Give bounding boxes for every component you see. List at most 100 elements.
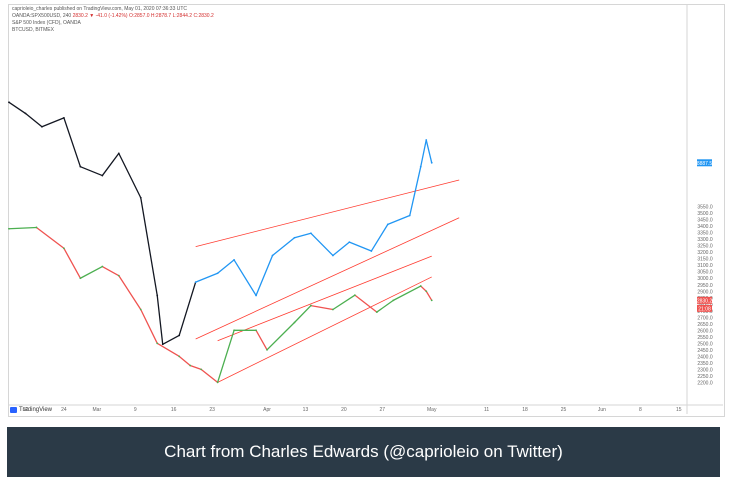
x-tick-label: 11 (484, 407, 489, 413)
x-tick-label: May (427, 407, 437, 413)
btc-point (332, 254, 334, 257)
spx-segment (425, 290, 433, 301)
spx-segment (178, 355, 191, 367)
spx-point (8, 227, 10, 230)
btc-segment (178, 281, 197, 337)
spx-segment (63, 247, 82, 279)
spx-point (332, 308, 334, 311)
x-tick-label: 27 (380, 407, 386, 413)
btc-point (310, 232, 312, 235)
price-badges: 8887.5 2830.2 21:08 (697, 159, 713, 312)
y-tick-label-spx: 2350.0 (697, 361, 713, 367)
x-tick-label: 24 (61, 407, 67, 413)
btc-last-price-text: 8887.5 (697, 161, 713, 167)
x-tick-label: 16 (171, 407, 177, 413)
y-tick-label-spx: 3400.0 (697, 224, 713, 230)
btc-segment (195, 272, 219, 283)
spx-countdown-bg (697, 304, 712, 312)
y-tick-label-spx: 2550.0 (697, 335, 713, 341)
y-tick-label-spx: 2500.0 (697, 341, 713, 347)
caption-banner: Chart from Charles Edwards (@caprioleio … (7, 427, 720, 477)
x-tick-label: 15 (676, 407, 682, 413)
axes (9, 5, 723, 414)
spx-point (353, 294, 356, 297)
btc-point (255, 294, 257, 297)
x-tick-label: Apr (263, 407, 271, 413)
watermark-label: TradingView (19, 407, 53, 413)
btc-segment (216, 259, 235, 274)
spx-point (178, 355, 181, 358)
y-tick-label-spx: 2650.0 (697, 322, 713, 328)
spx-segment (266, 321, 296, 351)
spx-point (139, 308, 142, 311)
y-tick-label-spx: 3250.0 (697, 244, 713, 250)
spx-point (200, 368, 203, 371)
btc-segment (41, 117, 65, 128)
spx-segment (216, 329, 235, 384)
spx-segment (293, 304, 312, 324)
spx-segment (156, 342, 180, 358)
btc-point (24, 112, 27, 115)
spx-segment (392, 285, 422, 302)
spx-last-price-text: 2830.2 (697, 298, 713, 304)
spx-point (63, 247, 65, 250)
spx-point (266, 348, 268, 351)
spx-countdown-text: 21:08 (698, 306, 711, 312)
spx-point (35, 226, 38, 229)
spx-point (101, 265, 104, 268)
btc-point (156, 294, 159, 297)
y-tick-label-spx: 2200.0 (697, 380, 713, 386)
btc-segment (255, 254, 274, 297)
btc-segment (101, 152, 120, 177)
spx-last-price-bg (697, 296, 712, 304)
x-tick-label: Mar (93, 407, 102, 413)
chart-panel (8, 4, 725, 417)
y-tick-label-spx: 2700.0 (697, 315, 713, 321)
spx-point (79, 277, 82, 280)
y-tick-label-spx: 2900.0 (697, 289, 713, 295)
spx-segment (255, 329, 268, 351)
spx-segment (8, 226, 38, 230)
btc-point (216, 272, 219, 275)
trendline (217, 276, 432, 383)
spx-point (419, 285, 422, 287)
btc-point (139, 196, 142, 199)
y-tick-label-spx: 3100.0 (697, 263, 713, 269)
ohlc-values: 2830.2 ▼ -41.0 (-1.42%) O:2857.0 H:2878.… (72, 13, 214, 19)
series-legend-spx[interactable]: S&P 500 Index (CFD), OANDA (12, 20, 81, 26)
x-tick-label: 8 (639, 407, 642, 413)
btc-segment (140, 197, 158, 297)
spx-point (233, 329, 235, 332)
btc-point (194, 281, 197, 284)
symbol-label: OANDA:SPX500USD, 240 (12, 13, 72, 19)
x-tick-label: 23 (209, 407, 215, 413)
btc-point (233, 259, 235, 261)
spx-point (425, 290, 428, 293)
btc-segment (162, 334, 180, 345)
btc-point (430, 161, 433, 164)
spx-point (375, 311, 378, 313)
btc-segment (63, 117, 82, 168)
btc-segment (271, 237, 296, 257)
y-tick-label-spx: 2300.0 (697, 367, 713, 373)
spx-point (255, 329, 257, 332)
btc-last-price-bg (697, 159, 712, 167)
btc-segment (233, 259, 257, 297)
spx-segment (118, 274, 142, 311)
btc-segment (293, 232, 312, 239)
btc-point (408, 214, 411, 217)
btc-point (178, 334, 181, 337)
series-legend-btc[interactable]: BTCUSD, BITMEX (12, 27, 54, 33)
y-tick-label-spx: 2600.0 (697, 328, 713, 334)
btc-point (8, 101, 10, 104)
btc-point (63, 116, 65, 119)
spx-point (392, 299, 395, 302)
btc-segment (370, 223, 389, 252)
y-tick-label-spx: 3150.0 (697, 257, 713, 263)
trendline (195, 179, 460, 247)
spx-point (156, 342, 159, 345)
y-tick-label-spx: 3000.0 (697, 276, 713, 282)
price-series (8, 101, 433, 384)
y-tick-label-spx: 2250.0 (697, 374, 713, 380)
